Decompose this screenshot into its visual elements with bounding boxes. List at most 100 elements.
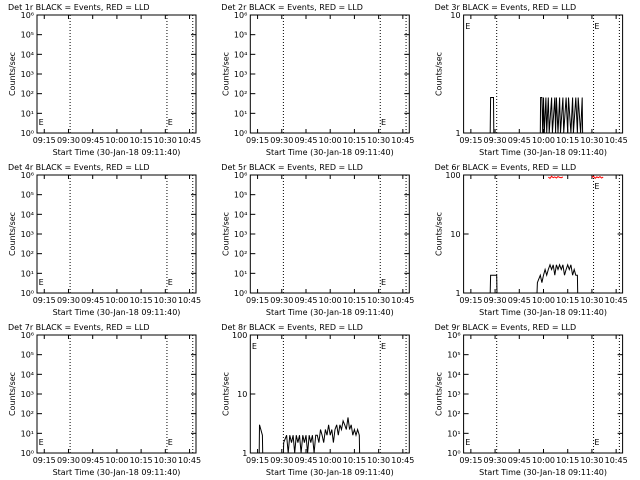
y-tick-label: 10² [21, 90, 34, 99]
plot-frame [249, 174, 410, 294]
x-tick-label: 09:45 [508, 296, 531, 305]
annotation: E [465, 438, 470, 447]
x-axis-label: Start Time (30-Jan-18 09:11:40) [266, 468, 394, 477]
data-line [466, 263, 601, 294]
x-tick-label: 10:45 [605, 456, 628, 465]
y-tick-label: 10⁴ [21, 50, 34, 59]
x-tick-label: 09:30 [270, 456, 293, 465]
x-tick-label: 09:30 [57, 296, 80, 305]
x-tick-label: 09:15 [459, 296, 482, 305]
x-axis-label: Start Time (30-Jan-18 09:11:40) [266, 308, 394, 317]
x-tick-label: 09:15 [33, 456, 56, 465]
y-tick-label: 10² [21, 250, 34, 259]
panel: Det 5r BLACK = Events, RED = LLD Start Ti… [221, 163, 414, 317]
y-tick-label: 10⁵ [21, 191, 34, 200]
x-tick-label: 09:45 [81, 136, 104, 145]
y-tick-label: 10³ [21, 70, 34, 79]
y-tick-label: 10⁰ [21, 129, 34, 138]
x-tick-label: 10:45 [605, 296, 628, 305]
panel-title: Det 6r BLACK = Events, RED = LLD [435, 163, 577, 172]
y-tick-label: 10⁴ [21, 370, 34, 379]
y-tick-label: 10⁶ [21, 331, 34, 340]
y-tick-label: 10¹ [21, 109, 34, 118]
annotation: E [252, 342, 257, 351]
x-tick-label: 10:30 [580, 296, 603, 305]
panel: Det 3r BLACK = Events, RED = LLD Start Ti… [435, 3, 628, 157]
y-tick-label: 10⁰ [21, 449, 34, 458]
y-tick-label: 10² [21, 410, 34, 419]
y-tick-label: 1 [456, 129, 461, 138]
panel-title: Det 9r BLACK = Events, RED = LLD [435, 323, 577, 332]
annotation: E [168, 438, 173, 447]
data-line [252, 417, 387, 454]
x-tick-label: 10:30 [580, 136, 603, 145]
y-tick-label: 10² [234, 90, 247, 99]
y-axis-label: Counts/sec [8, 52, 17, 96]
y-tick-label: 10³ [234, 230, 247, 239]
y-axis-label: Counts/sec [221, 212, 230, 256]
x-axis-label: Start Time (30-Jan-18 09:11:40) [266, 148, 394, 157]
x-tick-label: 10:15 [343, 456, 366, 465]
annotation: E [594, 22, 599, 31]
y-tick-label: 10¹ [21, 269, 34, 278]
x-tick-label: 10:45 [178, 456, 201, 465]
panel: Det 7r BLACK = Events, RED = LLD Start Ti… [8, 323, 201, 477]
x-tick-label: 09:30 [57, 456, 80, 465]
y-tick-label: 10⁰ [234, 289, 247, 298]
x-tick-label: 09:15 [246, 456, 269, 465]
x-tick-label: 10:45 [391, 296, 414, 305]
x-tick-label: 10:00 [319, 456, 342, 465]
y-tick-label: 10² [234, 250, 247, 259]
y-tick-label: 10⁵ [234, 31, 247, 40]
annotation: E [381, 342, 386, 351]
y-tick-label: 10¹ [234, 269, 247, 278]
plot-frame [36, 14, 197, 134]
x-tick-label: 09:30 [484, 456, 507, 465]
x-tick-label: 10:15 [556, 456, 579, 465]
x-tick-label: 10:30 [367, 136, 390, 145]
y-tick-label: 10⁰ [234, 129, 247, 138]
y-tick-label: 10³ [21, 230, 34, 239]
y-tick-label: 10 [450, 11, 460, 20]
annotation: E [594, 182, 599, 191]
x-axis-label: Start Time (30-Jan-18 09:11:40) [479, 148, 607, 157]
y-tick-label: 10⁴ [234, 50, 247, 59]
panel-title: Det 7r BLACK = Events, RED = LLD [8, 323, 150, 332]
x-tick-label: 10:45 [178, 296, 201, 305]
x-tick-label: 10:30 [367, 456, 390, 465]
x-axis-label: Start Time (30-Jan-18 09:11:40) [53, 308, 181, 317]
y-tick-label: 1 [456, 289, 461, 298]
panel: Det 4r BLACK = Events, RED = LLD Start Ti… [8, 163, 201, 317]
x-tick-label: 09:15 [246, 136, 269, 145]
x-tick-label: 10:45 [178, 136, 201, 145]
plot-frame [36, 174, 197, 294]
x-tick-label: 09:30 [484, 136, 507, 145]
panel-title: Det 2r BLACK = Events, RED = LLD [221, 3, 363, 12]
y-tick-label: 10¹ [234, 109, 247, 118]
x-tick-label: 10:00 [319, 136, 342, 145]
x-tick-label: 09:45 [508, 136, 531, 145]
y-tick-label: 10⁵ [21, 351, 34, 360]
panel: Det 1r BLACK = Events, RED = LLD Start Ti… [8, 3, 201, 157]
y-axis-label: Counts/sec [8, 212, 17, 256]
x-tick-label: 09:45 [294, 136, 317, 145]
plot-frame [249, 14, 410, 134]
y-tick-label: 10⁴ [21, 210, 34, 219]
x-tick-label: 09:45 [81, 296, 104, 305]
y-tick-label: 10² [447, 410, 460, 419]
annotation: E [39, 278, 44, 287]
y-tick-label: 10³ [21, 390, 34, 399]
panel: Det 8r BLACK = Events, RED = LLD Start Ti… [221, 323, 414, 477]
y-tick-label: 100 [232, 331, 247, 340]
y-axis-label: Counts/sec [435, 52, 444, 96]
x-tick-label: 10:00 [105, 136, 128, 145]
panel-title: Det 1r BLACK = Events, RED = LLD [8, 3, 150, 12]
panel: Det 2r BLACK = Events, RED = LLD Start Ti… [221, 3, 414, 157]
y-axis-label: Counts/sec [435, 212, 444, 256]
x-tick-label: 10:15 [343, 136, 366, 145]
x-axis-label: Start Time (30-Jan-18 09:11:40) [53, 148, 181, 157]
x-tick-label: 09:30 [270, 296, 293, 305]
x-tick-label: 10:30 [367, 296, 390, 305]
x-tick-label: 10:00 [532, 136, 555, 145]
